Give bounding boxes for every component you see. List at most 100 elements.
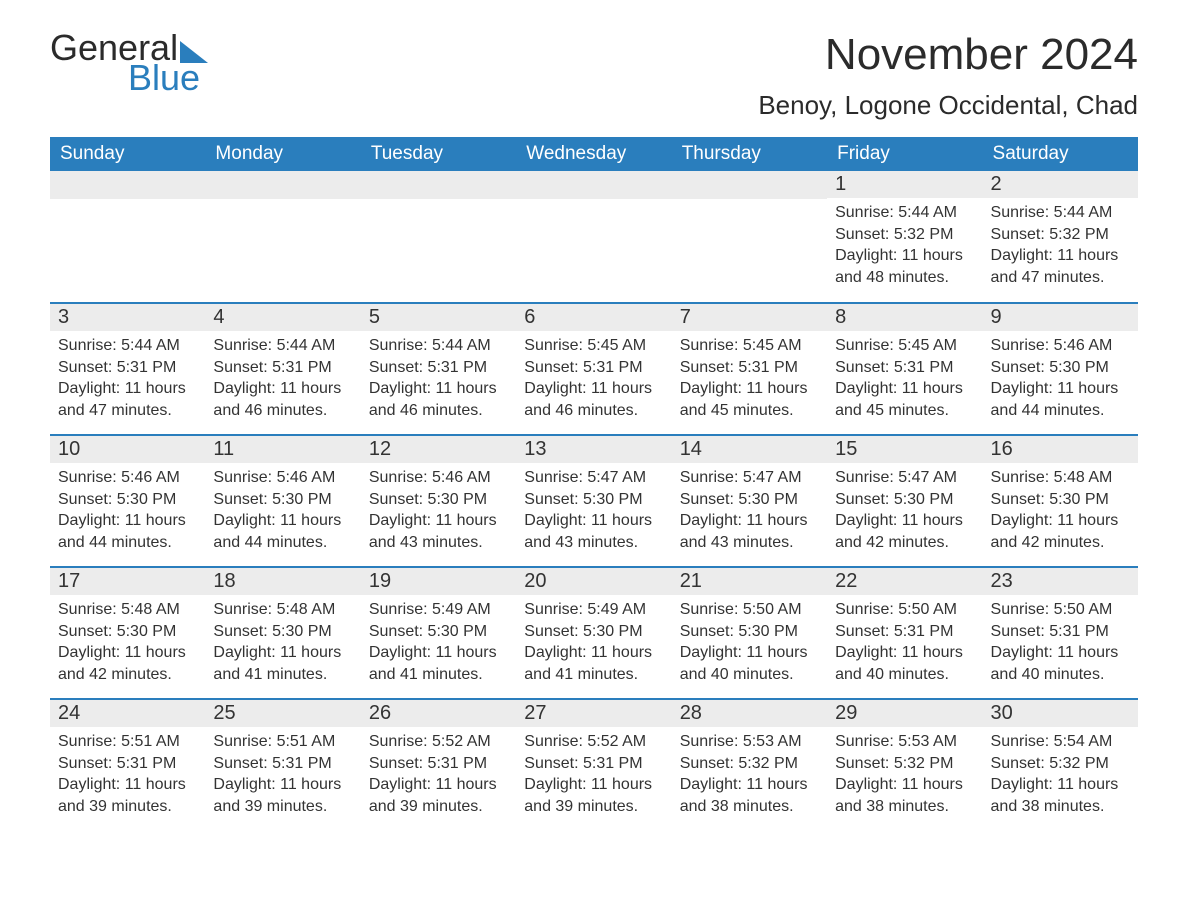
day-number: 18	[205, 568, 360, 595]
day-details: Sunrise: 5:45 AMSunset: 5:31 PMDaylight:…	[672, 331, 827, 425]
day-details: Sunrise: 5:53 AMSunset: 5:32 PMDaylight:…	[827, 727, 982, 821]
calendar-week-row: 17Sunrise: 5:48 AMSunset: 5:30 PMDayligh…	[50, 567, 1138, 699]
day-number: 24	[50, 700, 205, 727]
day-number: 13	[516, 436, 671, 463]
calendar-day-cell: 19Sunrise: 5:49 AMSunset: 5:30 PMDayligh…	[361, 567, 516, 699]
calendar-day-cell	[50, 171, 205, 303]
calendar-day-cell: 22Sunrise: 5:50 AMSunset: 5:31 PMDayligh…	[827, 567, 982, 699]
day-number: 3	[50, 304, 205, 331]
day-number: 7	[672, 304, 827, 331]
logo: General Blue	[50, 30, 208, 96]
calendar-day-cell: 2Sunrise: 5:44 AMSunset: 5:32 PMDaylight…	[983, 171, 1138, 303]
day-details: Sunrise: 5:54 AMSunset: 5:32 PMDaylight:…	[983, 727, 1138, 821]
column-header: Friday	[827, 137, 982, 171]
day-details: Sunrise: 5:51 AMSunset: 5:31 PMDaylight:…	[50, 727, 205, 821]
day-details: Sunrise: 5:52 AMSunset: 5:31 PMDaylight:…	[516, 727, 671, 821]
day-details: Sunrise: 5:47 AMSunset: 5:30 PMDaylight:…	[672, 463, 827, 557]
calendar-day-cell: 30Sunrise: 5:54 AMSunset: 5:32 PMDayligh…	[983, 699, 1138, 831]
day-number: 16	[983, 436, 1138, 463]
calendar-day-cell: 12Sunrise: 5:46 AMSunset: 5:30 PMDayligh…	[361, 435, 516, 567]
day-number: 28	[672, 700, 827, 727]
calendar-day-cell: 7Sunrise: 5:45 AMSunset: 5:31 PMDaylight…	[672, 303, 827, 435]
day-details: Sunrise: 5:49 AMSunset: 5:30 PMDaylight:…	[361, 595, 516, 689]
column-header: Tuesday	[361, 137, 516, 171]
column-header: Wednesday	[516, 137, 671, 171]
day-number: 15	[827, 436, 982, 463]
day-number: 11	[205, 436, 360, 463]
day-number: 14	[672, 436, 827, 463]
day-details: Sunrise: 5:45 AMSunset: 5:31 PMDaylight:…	[827, 331, 982, 425]
day-details: Sunrise: 5:44 AMSunset: 5:31 PMDaylight:…	[361, 331, 516, 425]
calendar-day-cell: 15Sunrise: 5:47 AMSunset: 5:30 PMDayligh…	[827, 435, 982, 567]
column-header: Saturday	[983, 137, 1138, 171]
calendar-day-cell: 29Sunrise: 5:53 AMSunset: 5:32 PMDayligh…	[827, 699, 982, 831]
calendar-week-row: 3Sunrise: 5:44 AMSunset: 5:31 PMDaylight…	[50, 303, 1138, 435]
logo-word2: Blue	[128, 60, 200, 96]
calendar-day-cell: 20Sunrise: 5:49 AMSunset: 5:30 PMDayligh…	[516, 567, 671, 699]
month-title: November 2024	[758, 30, 1138, 80]
calendar-day-cell: 8Sunrise: 5:45 AMSunset: 5:31 PMDaylight…	[827, 303, 982, 435]
day-details: Sunrise: 5:44 AMSunset: 5:31 PMDaylight:…	[50, 331, 205, 425]
day-number: 6	[516, 304, 671, 331]
day-number: 23	[983, 568, 1138, 595]
day-details: Sunrise: 5:48 AMSunset: 5:30 PMDaylight:…	[50, 595, 205, 689]
day-number: 26	[361, 700, 516, 727]
day-number: 30	[983, 700, 1138, 727]
day-details: Sunrise: 5:47 AMSunset: 5:30 PMDaylight:…	[827, 463, 982, 557]
day-details: Sunrise: 5:52 AMSunset: 5:31 PMDaylight:…	[361, 727, 516, 821]
calendar-day-cell	[361, 171, 516, 303]
day-number: 8	[827, 304, 982, 331]
day-number: 22	[827, 568, 982, 595]
day-details: Sunrise: 5:46 AMSunset: 5:30 PMDaylight:…	[361, 463, 516, 557]
day-details: Sunrise: 5:50 AMSunset: 5:30 PMDaylight:…	[672, 595, 827, 689]
calendar-day-cell: 16Sunrise: 5:48 AMSunset: 5:30 PMDayligh…	[983, 435, 1138, 567]
day-number: 20	[516, 568, 671, 595]
day-number: 4	[205, 304, 360, 331]
calendar-day-cell: 4Sunrise: 5:44 AMSunset: 5:31 PMDaylight…	[205, 303, 360, 435]
calendar-day-cell: 28Sunrise: 5:53 AMSunset: 5:32 PMDayligh…	[672, 699, 827, 831]
day-number: 17	[50, 568, 205, 595]
calendar-day-cell: 6Sunrise: 5:45 AMSunset: 5:31 PMDaylight…	[516, 303, 671, 435]
day-number: 29	[827, 700, 982, 727]
calendar-week-row: 1Sunrise: 5:44 AMSunset: 5:32 PMDaylight…	[50, 171, 1138, 303]
calendar-day-cell: 5Sunrise: 5:44 AMSunset: 5:31 PMDaylight…	[361, 303, 516, 435]
day-details: Sunrise: 5:50 AMSunset: 5:31 PMDaylight:…	[983, 595, 1138, 689]
day-number: 27	[516, 700, 671, 727]
calendar-week-row: 10Sunrise: 5:46 AMSunset: 5:30 PMDayligh…	[50, 435, 1138, 567]
calendar-day-cell	[672, 171, 827, 303]
day-details: Sunrise: 5:44 AMSunset: 5:32 PMDaylight:…	[983, 198, 1138, 292]
logo-triangle-icon	[180, 41, 208, 63]
calendar-day-cell: 1Sunrise: 5:44 AMSunset: 5:32 PMDaylight…	[827, 171, 982, 303]
day-details: Sunrise: 5:46 AMSunset: 5:30 PMDaylight:…	[50, 463, 205, 557]
calendar-day-cell: 14Sunrise: 5:47 AMSunset: 5:30 PMDayligh…	[672, 435, 827, 567]
location: Benoy, Logone Occidental, Chad	[758, 90, 1138, 121]
calendar-day-cell	[516, 171, 671, 303]
day-details: Sunrise: 5:48 AMSunset: 5:30 PMDaylight:…	[983, 463, 1138, 557]
day-number: 5	[361, 304, 516, 331]
day-number: 1	[827, 171, 982, 198]
column-header: Monday	[205, 137, 360, 171]
calendar-week-row: 24Sunrise: 5:51 AMSunset: 5:31 PMDayligh…	[50, 699, 1138, 831]
day-details: Sunrise: 5:44 AMSunset: 5:32 PMDaylight:…	[827, 198, 982, 292]
calendar-day-cell: 26Sunrise: 5:52 AMSunset: 5:31 PMDayligh…	[361, 699, 516, 831]
day-number: 25	[205, 700, 360, 727]
day-details: Sunrise: 5:46 AMSunset: 5:30 PMDaylight:…	[983, 331, 1138, 425]
day-number: 2	[983, 171, 1138, 198]
calendar-day-cell: 9Sunrise: 5:46 AMSunset: 5:30 PMDaylight…	[983, 303, 1138, 435]
calendar-day-cell: 23Sunrise: 5:50 AMSunset: 5:31 PMDayligh…	[983, 567, 1138, 699]
day-details: Sunrise: 5:51 AMSunset: 5:31 PMDaylight:…	[205, 727, 360, 821]
calendar-day-cell: 18Sunrise: 5:48 AMSunset: 5:30 PMDayligh…	[205, 567, 360, 699]
day-number: 12	[361, 436, 516, 463]
calendar-day-cell: 10Sunrise: 5:46 AMSunset: 5:30 PMDayligh…	[50, 435, 205, 567]
day-details: Sunrise: 5:49 AMSunset: 5:30 PMDaylight:…	[516, 595, 671, 689]
day-number: 19	[361, 568, 516, 595]
day-number: 10	[50, 436, 205, 463]
day-details: Sunrise: 5:48 AMSunset: 5:30 PMDaylight:…	[205, 595, 360, 689]
day-number: 21	[672, 568, 827, 595]
calendar-day-cell: 24Sunrise: 5:51 AMSunset: 5:31 PMDayligh…	[50, 699, 205, 831]
day-number: 9	[983, 304, 1138, 331]
calendar-day-cell: 21Sunrise: 5:50 AMSunset: 5:30 PMDayligh…	[672, 567, 827, 699]
day-details: Sunrise: 5:46 AMSunset: 5:30 PMDaylight:…	[205, 463, 360, 557]
calendar-day-cell	[205, 171, 360, 303]
day-details: Sunrise: 5:50 AMSunset: 5:31 PMDaylight:…	[827, 595, 982, 689]
